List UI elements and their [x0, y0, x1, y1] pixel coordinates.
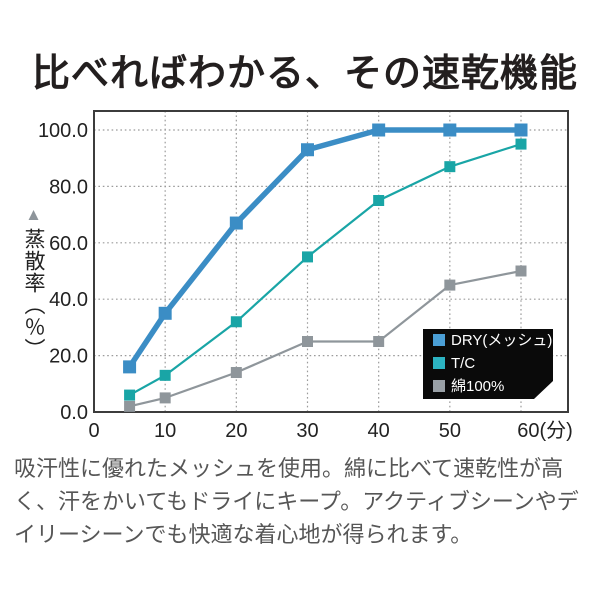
data-point-dry-mesh: [123, 360, 137, 374]
data-point-dry-mesh: [229, 216, 243, 230]
data-point-tc: [159, 369, 171, 381]
y-tick-label: 100.0: [38, 120, 88, 142]
data-point-tc: [444, 161, 456, 173]
x-tick-label: 50: [439, 420, 461, 442]
evaporation-rate-line-chart: 0.0 20.0 40.0 60.0 80.0 100.0 0 10 20 30 40 50 60(分)…: [38, 110, 573, 442]
data-point-cotton: [515, 265, 527, 277]
page-title: 比べればわかる、その速乾機能: [32, 53, 579, 95]
product-description: 吸汗性に優れたメッシュを使用。綿に比べて速乾性が高く、汗をかいてもドライにキープ…: [14, 456, 579, 547]
y-tick-label: 40.0: [49, 289, 88, 311]
data-point-tc: [230, 316, 242, 328]
y-tick-label: 20.0: [49, 346, 88, 368]
data-point-dry-mesh: [158, 306, 172, 320]
y-tick-label: 0.0: [60, 402, 88, 424]
x-tick-label: 0: [88, 420, 99, 442]
data-point-dry-mesh: [514, 123, 528, 137]
data-point-tc: [373, 195, 385, 206]
x-tick-label: 30: [296, 420, 318, 442]
legend-label-cotton: 綿100%: [451, 378, 504, 395]
legend-swatch-tc: [433, 357, 445, 369]
legend-label-tc: T/C: [451, 355, 475, 372]
x-tick-label: 20: [225, 420, 247, 442]
triangle-icon: ▲: [24, 205, 43, 228]
legend-label-dry-mesh: DRY(メッシュ): [451, 332, 552, 349]
data-point-dry-mesh: [443, 123, 457, 137]
data-point-cotton: [373, 336, 385, 347]
data-point-cotton: [124, 400, 136, 412]
data-point-cotton: [444, 279, 456, 291]
x-tick-label: 10: [154, 420, 176, 442]
legend-swatch-dry-mesh: [433, 334, 445, 346]
legend-swatch-cotton: [433, 380, 445, 392]
y-tick-label: 80.0: [49, 176, 88, 198]
data-point-cotton: [302, 336, 313, 347]
data-point-tc: [515, 138, 527, 150]
y-axis-title-text: 蒸散率（％）: [22, 228, 45, 360]
x-tick-label: 40: [368, 420, 390, 442]
y-axis-title: ▲蒸散率（％）: [22, 205, 45, 365]
data-point-tc: [302, 251, 313, 263]
data-point-cotton: [230, 367, 242, 379]
data-point-cotton: [159, 392, 171, 404]
data-point-dry-mesh: [301, 143, 314, 157]
legend-box: [423, 329, 553, 399]
x-tick-label: 60(分): [517, 419, 573, 442]
data-point-dry-mesh: [372, 123, 386, 137]
plot-border: [93, 110, 569, 413]
data-point-tc: [124, 389, 136, 401]
y-tick-label: 60.0: [49, 233, 88, 255]
